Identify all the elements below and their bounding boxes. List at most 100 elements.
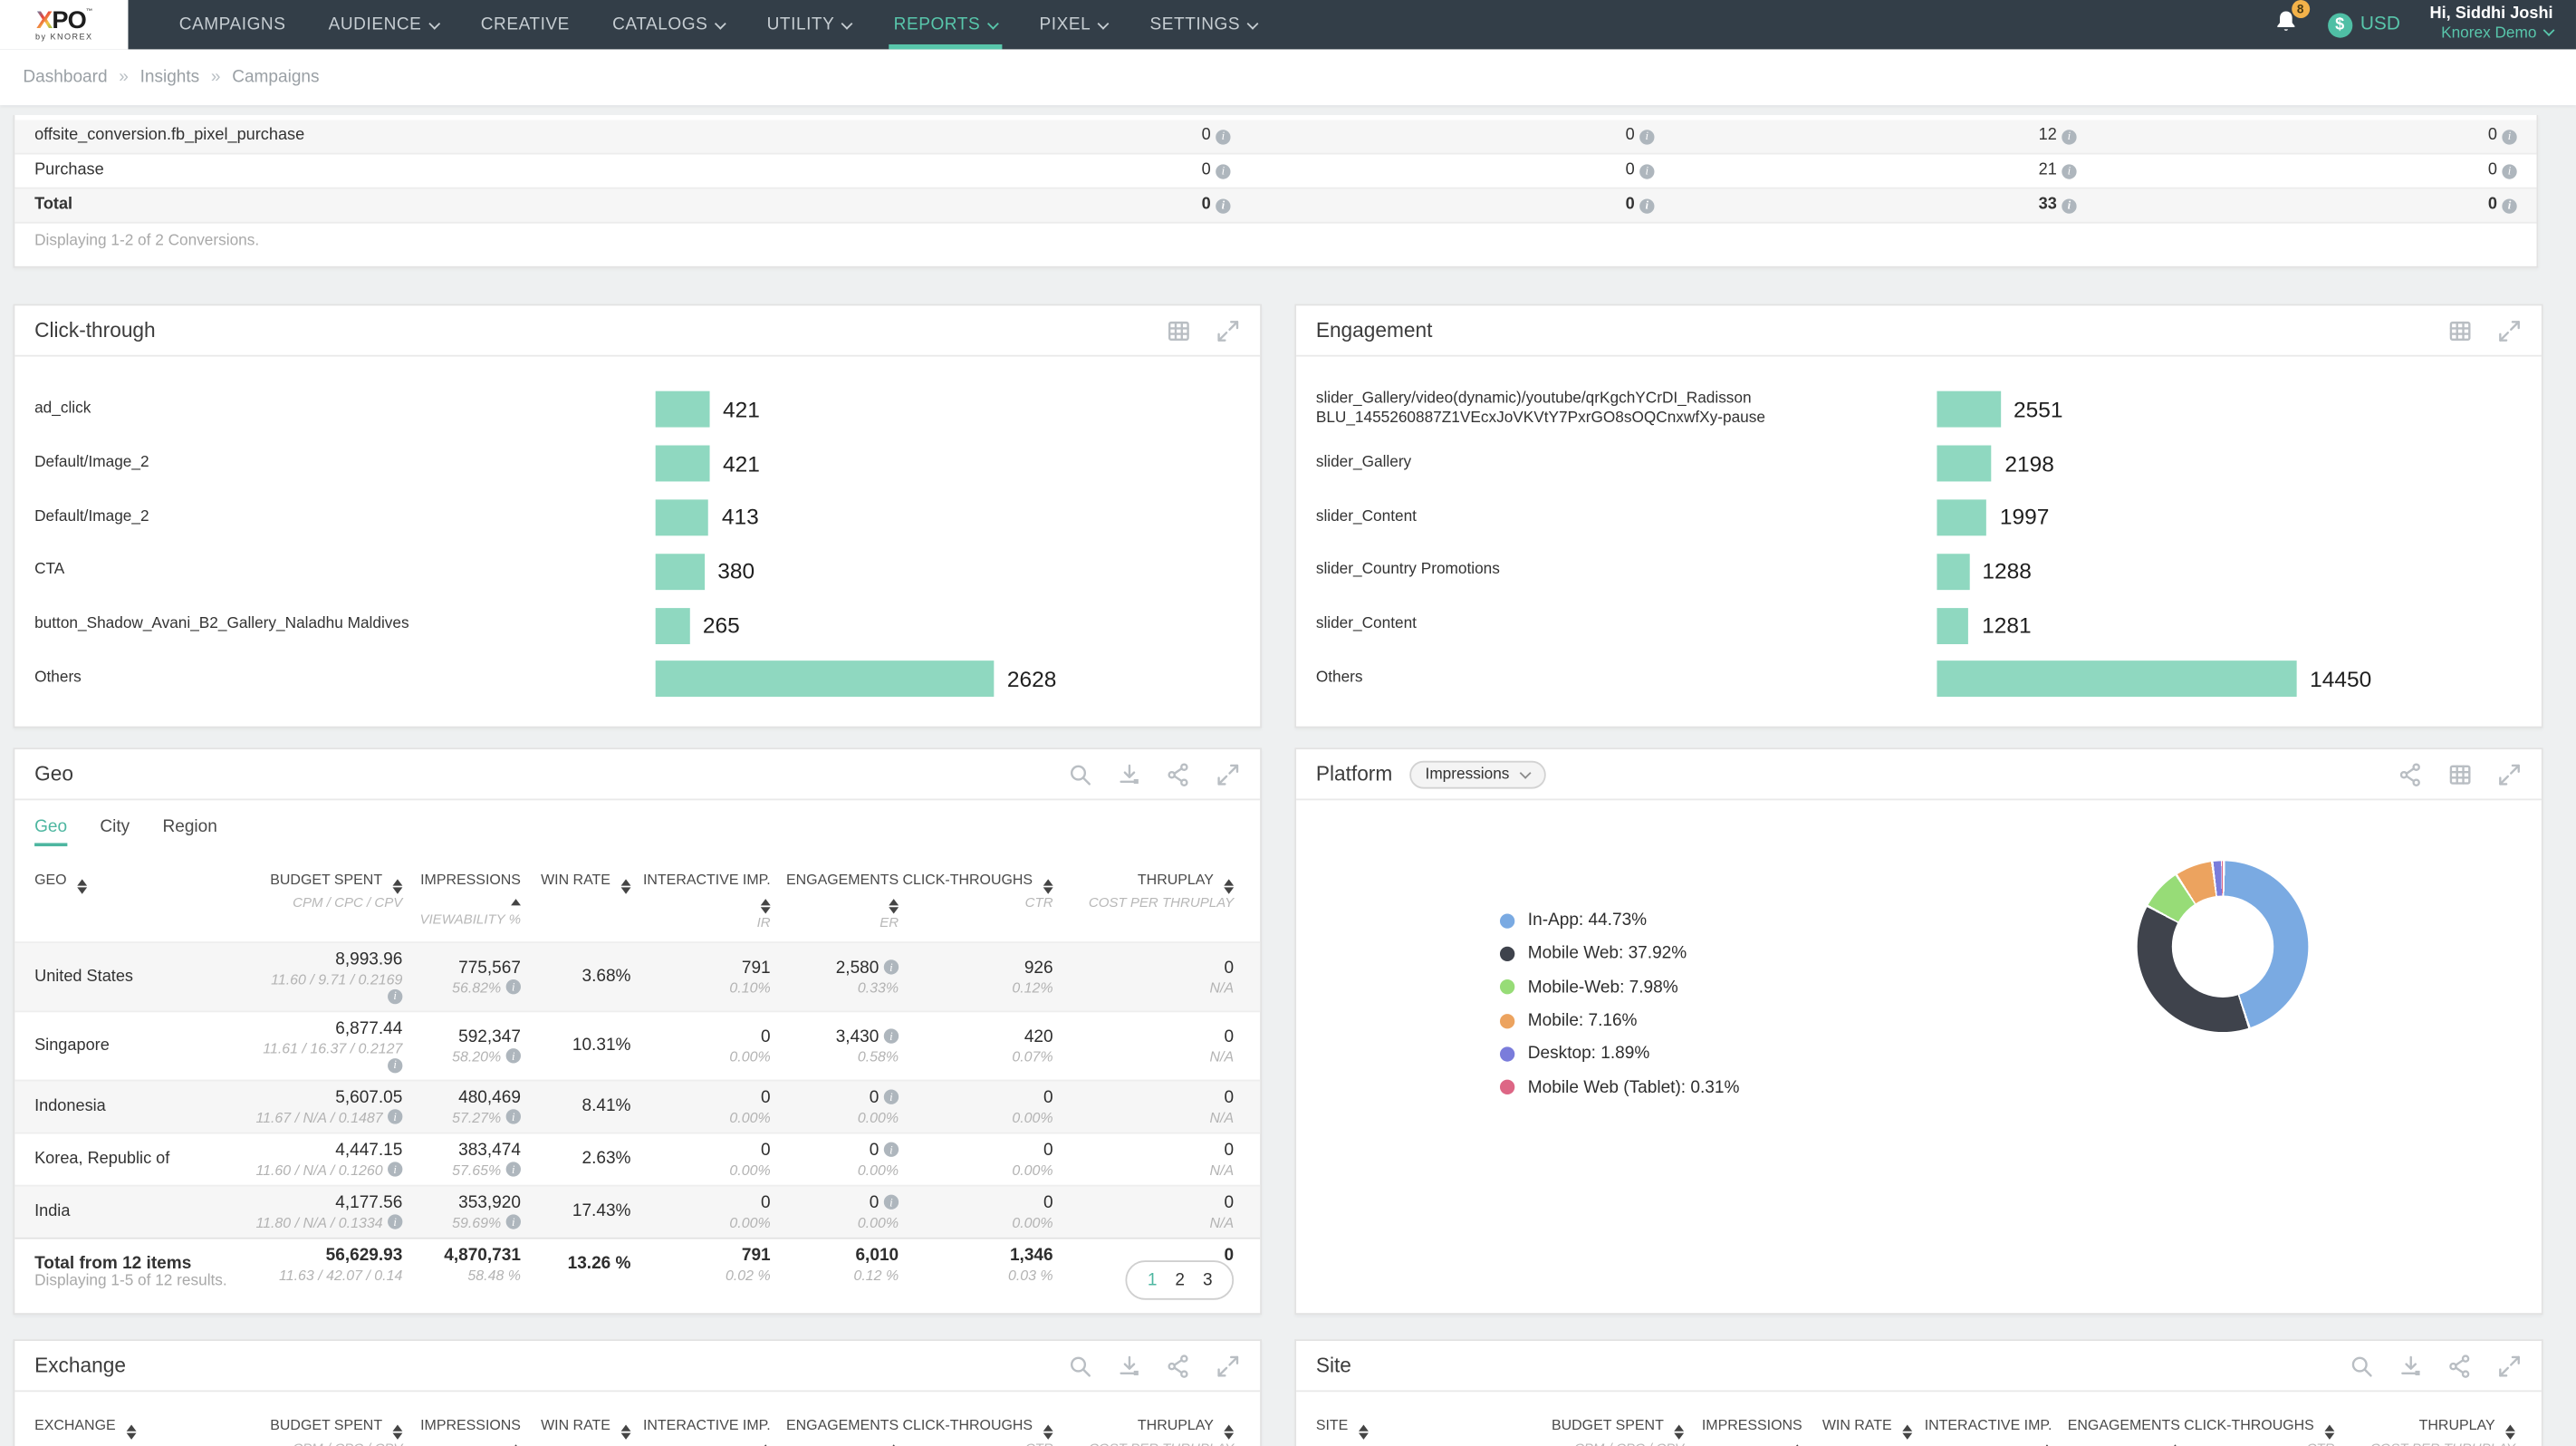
search-icon[interactable] <box>1068 762 1092 786</box>
table-view-icon[interactable] <box>2448 762 2473 786</box>
sort-arrows[interactable] <box>620 879 631 894</box>
nav-item-audience[interactable]: AUDIENCE <box>307 0 459 49</box>
info-icon[interactable]: i <box>388 1215 403 1230</box>
column-header[interactable]: INTERACTIVE IMP. IR <box>630 1415 771 1446</box>
column-header-exchange[interactable]: EXCHANGE <box>34 1415 232 1446</box>
xpo-logo[interactable]: XPO™ by KNOREX <box>0 0 129 50</box>
info-icon[interactable]: i <box>883 960 899 976</box>
breadcrumb-item-insights[interactable]: Insights <box>139 67 200 88</box>
breadcrumb-item-dashboard[interactable]: Dashboard <box>23 67 108 88</box>
info-icon[interactable]: i <box>2502 129 2517 144</box>
info-icon[interactable]: i <box>388 1110 403 1125</box>
share-icon[interactable] <box>2398 762 2423 786</box>
nav-item-utility[interactable]: UTILITY <box>745 0 872 49</box>
user-menu[interactable]: Hi, Siddhi Joshi Knorex Demo <box>2430 5 2555 44</box>
nav-item-reports[interactable]: REPORTS <box>872 0 1018 50</box>
sort-arrows[interactable] <box>392 879 403 894</box>
column-header[interactable]: INTERACTIVE IMP. IR <box>1912 1415 2052 1446</box>
info-icon[interactable]: i <box>505 979 521 996</box>
sort-arrows[interactable] <box>1224 879 1235 894</box>
tab-city[interactable]: City <box>100 816 130 837</box>
page-1[interactable]: 1 <box>1147 1270 1158 1290</box>
column-header[interactable]: THRUPLAY COST PER THRUPLAY <box>1053 869 1235 933</box>
sort-arrows[interactable] <box>1902 1424 1913 1440</box>
sort-arrows[interactable] <box>2504 1424 2515 1440</box>
sort-arrows[interactable] <box>1792 1444 1802 1446</box>
expand-icon[interactable] <box>1216 762 1240 786</box>
info-icon[interactable]: i <box>2062 198 2077 213</box>
share-icon[interactable] <box>1167 1354 1191 1378</box>
sort-arrows[interactable] <box>620 1424 631 1440</box>
info-icon[interactable]: i <box>505 1162 521 1178</box>
column-header[interactable]: CLICK-THROUGHS CTR <box>899 869 1053 933</box>
info-icon[interactable]: i <box>883 1142 899 1158</box>
info-icon[interactable]: i <box>1639 163 1655 178</box>
sort-arrows[interactable] <box>77 879 88 894</box>
info-icon[interactable]: i <box>505 1110 521 1125</box>
tab-geo[interactable]: Geo <box>34 816 68 847</box>
expand-icon[interactable] <box>2497 318 2522 342</box>
info-icon[interactable]: i <box>1216 163 1231 178</box>
column-header[interactable]: BUDGET SPENT CPM / CPC / CPV <box>232 1415 403 1446</box>
sort-arrows[interactable] <box>1043 879 1053 894</box>
info-icon[interactable]: i <box>883 1029 899 1045</box>
notifications-bell[interactable]: 8 <box>2273 0 2310 42</box>
sort-arrows[interactable] <box>760 1444 771 1446</box>
download-icon[interactable] <box>1117 1354 1141 1378</box>
sort-arrows[interactable] <box>1224 1424 1235 1440</box>
info-icon[interactable]: i <box>883 1195 899 1210</box>
nav-item-catalogs[interactable]: CATALOGS <box>591 0 746 49</box>
expand-icon[interactable] <box>2497 1354 2522 1378</box>
page-3[interactable]: 3 <box>1202 1270 1213 1290</box>
tab-region[interactable]: Region <box>162 816 217 837</box>
sort-arrows[interactable] <box>511 1444 521 1446</box>
nav-item-pixel[interactable]: PIXEL <box>1018 0 1129 49</box>
info-icon[interactable]: i <box>1216 129 1231 144</box>
sort-arrows[interactable] <box>511 899 521 906</box>
expand-icon[interactable] <box>1216 1354 1240 1378</box>
column-header[interactable]: INTERACTIVE IMP. IR <box>630 869 771 933</box>
column-header[interactable]: ENGAGEMENTS ER <box>2052 1415 2180 1446</box>
share-icon[interactable] <box>2448 1354 2473 1378</box>
expand-icon[interactable] <box>2497 762 2522 786</box>
column-header[interactable]: WIN RATE <box>521 1415 631 1446</box>
sort-arrows[interactable] <box>1358 1424 1369 1440</box>
expand-icon[interactable] <box>1216 318 1240 342</box>
page-2[interactable]: 2 <box>1175 1270 1186 1290</box>
info-icon[interactable]: i <box>388 1057 403 1074</box>
share-icon[interactable] <box>1167 762 1191 786</box>
sort-arrows[interactable] <box>2169 1444 2180 1446</box>
sort-arrows[interactable] <box>392 1424 403 1440</box>
column-header[interactable]: IMPRESSIONS VIEWABILITY % <box>402 1415 521 1446</box>
info-icon[interactable]: i <box>2502 198 2517 213</box>
info-icon[interactable]: i <box>883 1090 899 1105</box>
sort-arrows[interactable] <box>126 1424 137 1440</box>
sort-arrows[interactable] <box>2042 1444 2052 1446</box>
metric-dropdown[interactable]: Impressions <box>1408 759 1546 788</box>
info-icon[interactable]: i <box>505 1215 521 1230</box>
download-icon[interactable] <box>1117 762 1141 786</box>
search-icon[interactable] <box>1068 1354 1092 1378</box>
column-header[interactable]: ENGAGEMENTS ER <box>771 1415 899 1446</box>
info-icon[interactable]: i <box>505 1048 521 1065</box>
info-icon[interactable]: i <box>2062 129 2077 144</box>
column-header[interactable]: ENGAGEMENTS ER <box>771 869 899 933</box>
info-icon[interactable]: i <box>388 1162 403 1178</box>
table-view-icon[interactable] <box>1167 318 1191 342</box>
info-icon[interactable]: i <box>2502 163 2517 178</box>
column-header[interactable]: IMPRESSIONS VIEWABILITY % <box>1684 1415 1802 1446</box>
nav-item-creative[interactable]: CREATIVE <box>459 0 591 49</box>
info-icon[interactable]: i <box>388 988 403 1005</box>
column-header[interactable]: IMPRESSIONS VIEWABILITY % <box>402 869 521 933</box>
sort-arrows[interactable] <box>2324 1424 2335 1440</box>
column-header[interactable]: THRUPLAY COST PER THRUPLAY <box>1053 1415 1235 1446</box>
info-icon[interactable]: i <box>1216 198 1231 213</box>
column-header[interactable]: BUDGET SPENT CPM / CPC / CPV <box>1513 1415 1685 1446</box>
nav-item-campaigns[interactable]: CAMPAIGNS <box>158 0 307 49</box>
sort-arrows[interactable] <box>1043 1424 1053 1440</box>
info-icon[interactable]: i <box>1639 198 1655 213</box>
search-icon[interactable] <box>2350 1354 2374 1378</box>
column-header-site[interactable]: SITE <box>1316 1415 1514 1446</box>
info-icon[interactable]: i <box>2062 163 2077 178</box>
sort-arrows[interactable] <box>1674 1424 1685 1440</box>
